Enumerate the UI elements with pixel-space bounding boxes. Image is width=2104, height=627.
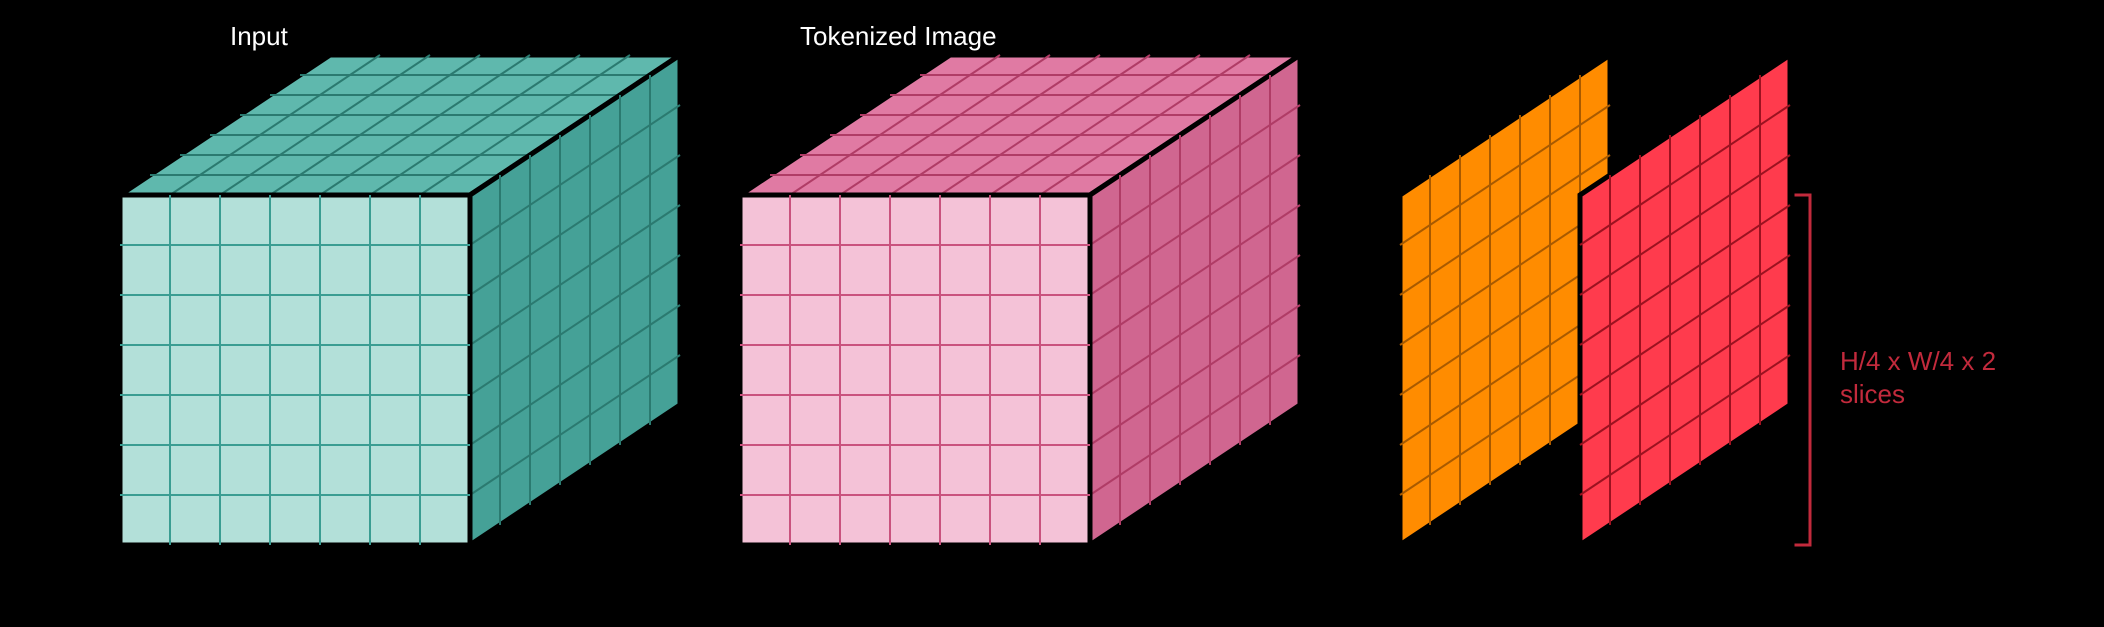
input-cuboid [120, 55, 680, 545]
slices-annotation: H/4 x W/4 x 2slices [1840, 345, 1996, 410]
tokenized-cuboid [740, 55, 1300, 545]
input-label: Input [230, 20, 288, 53]
diagram-canvas [0, 0, 2104, 627]
dimension-bracket [1796, 195, 1810, 545]
tokenized-label: Tokenized Image [800, 20, 997, 53]
